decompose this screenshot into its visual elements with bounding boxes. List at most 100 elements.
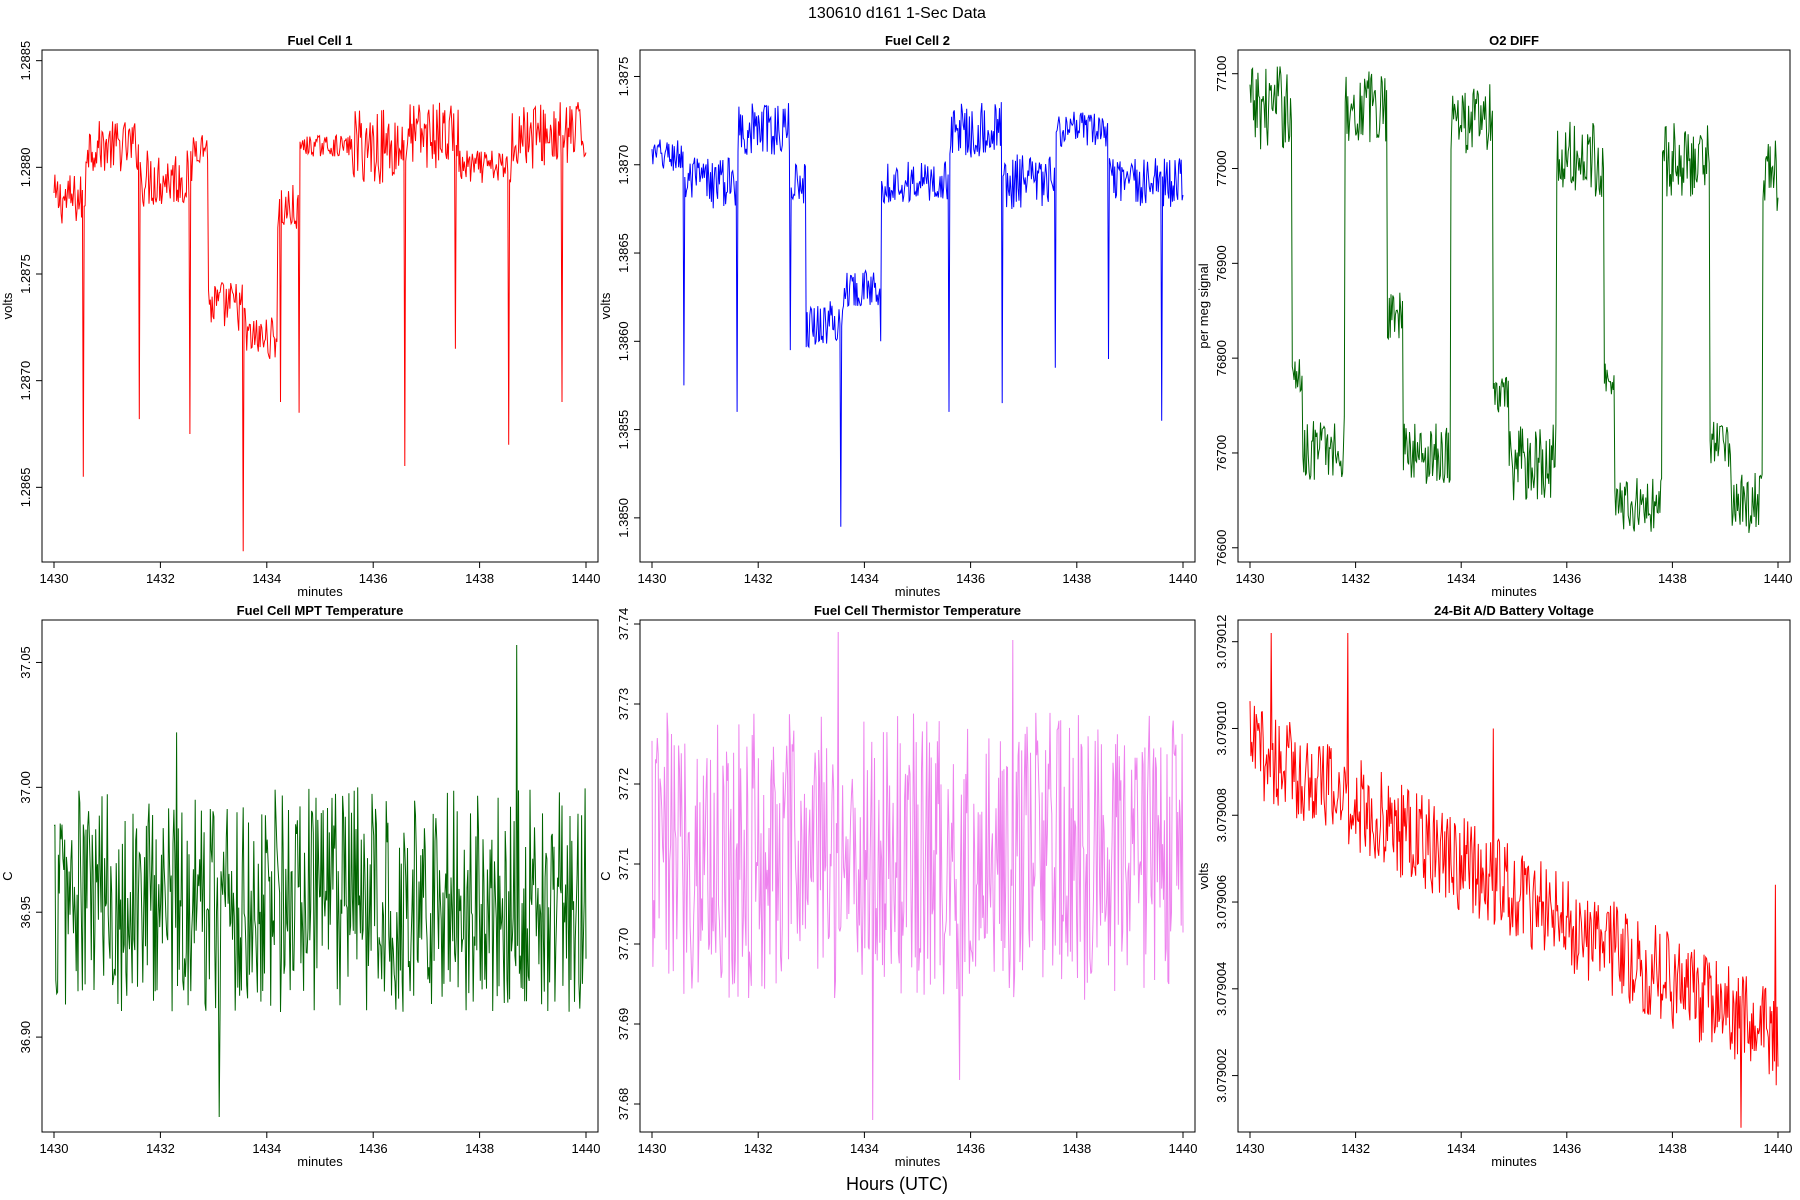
chart-title: Fuel Cell Thermistor Temperature <box>814 603 1021 618</box>
x-tick-label: 1440 <box>1764 1141 1793 1156</box>
x-tick-label: 1436 <box>359 571 388 586</box>
x-tick-label: 1436 <box>956 571 985 586</box>
y-tick-label: 1.3860 <box>616 321 631 361</box>
y-tick-label: 37.70 <box>616 928 631 961</box>
x-axis-label: minutes <box>297 1154 343 1169</box>
plot-frame <box>639 49 1196 563</box>
x-tick-label: 1438 <box>1658 1141 1687 1156</box>
x-tick-label: 1430 <box>40 571 69 586</box>
y-tick-label: 1.2885 <box>18 41 33 81</box>
y-tick-label: 37.74 <box>616 608 631 641</box>
y-tick-label: 76600 <box>1214 530 1229 566</box>
x-tick-label: 1436 <box>359 1141 388 1156</box>
y-axis-label: C <box>0 871 15 880</box>
x-tick-label: 1440 <box>1169 1141 1198 1156</box>
series-line <box>1249 632 1779 1128</box>
y-axis-label: volts <box>598 292 613 319</box>
x-tick-label: 1434 <box>252 571 281 586</box>
x-tick-label: 1436 <box>956 1141 985 1156</box>
series-line <box>1249 66 1779 533</box>
y-tick-label: 77100 <box>1214 56 1229 92</box>
y-tick-label: 37.05 <box>18 646 33 679</box>
x-axis-label: minutes <box>297 584 343 599</box>
y-tick-label: 37.69 <box>616 1008 631 1041</box>
x-tick-label: 1440 <box>1764 571 1793 586</box>
y-tick-label: 76900 <box>1214 245 1229 281</box>
figure-x-label: Hours (UTC) <box>846 1174 948 1194</box>
y-axis-label: per meg signal <box>1196 263 1211 348</box>
x-tick-label: 1440 <box>572 1141 601 1156</box>
x-tick-label: 1430 <box>1236 1141 1265 1156</box>
x-axis-label: minutes <box>1491 584 1537 599</box>
figure-title: 130610 d161 1-Sec Data <box>808 5 986 22</box>
y-tick-label: 1.3850 <box>616 498 631 538</box>
x-tick-label: 1430 <box>1236 571 1265 586</box>
y-tick-label: 37.71 <box>616 848 631 881</box>
y-axis-label: C <box>598 871 613 880</box>
x-tick-label: 1434 <box>1447 1141 1476 1156</box>
chart-title: Fuel Cell MPT Temperature <box>237 603 404 618</box>
x-tick-label: 1438 <box>1062 1141 1091 1156</box>
x-tick-label: 1434 <box>252 1141 281 1156</box>
x-axis-label: minutes <box>895 584 941 599</box>
x-tick-label: 1432 <box>1341 1141 1370 1156</box>
y-tick-label: 1.2880 <box>18 147 33 187</box>
y-tick-label: 1.3875 <box>616 57 631 97</box>
y-tick-label: 1.2875 <box>18 254 33 294</box>
x-tick-label: 1438 <box>465 571 494 586</box>
series-line <box>53 644 587 1118</box>
chart-panel-6: 24-Bit A/D Battery Voltage 1430 1432 1434 14… <box>1196 603 1792 1169</box>
y-tick-label: 36.95 <box>18 896 33 929</box>
chart-panel-3: O2 DIFF 1430 1432 1434 1436 1438 1440 minutes 76… <box>1196 33 1792 599</box>
x-tick-label: 1432 <box>146 1141 175 1156</box>
y-tick-label: 1.2870 <box>18 361 33 401</box>
x-tick-label: 1434 <box>850 571 879 586</box>
x-tick-label: 1432 <box>744 571 773 586</box>
y-tick-label: 3.079004 <box>1214 962 1229 1016</box>
y-tick-label: 37.73 <box>616 688 631 721</box>
x-tick-label: 1432 <box>146 571 175 586</box>
x-tick-label: 1440 <box>1169 571 1198 586</box>
y-tick-label: 37.68 <box>616 1088 631 1121</box>
x-tick-label: 1438 <box>1062 571 1091 586</box>
x-tick-label: 1434 <box>1447 571 1476 586</box>
y-axis-label: volts <box>0 292 15 319</box>
x-axis-label: minutes <box>1491 1154 1537 1169</box>
chart-title: O2 DIFF <box>1489 33 1539 48</box>
x-tick-label: 1430 <box>638 571 667 586</box>
x-tick-label: 1430 <box>638 1141 667 1156</box>
series-line <box>651 102 1184 527</box>
chart-panel-5: Fuel Cell Thermistor Temperature 1430 1432… <box>598 603 1197 1169</box>
chart-panel-1: Fuel Cell 1 1430 1432 1434 1436 1438 1440 minut… <box>0 33 600 599</box>
series-line <box>651 631 1184 1121</box>
x-tick-label: 1432 <box>1341 571 1370 586</box>
y-tick-label: 1.3855 <box>616 410 631 450</box>
series-line <box>53 102 587 552</box>
x-tick-label: 1438 <box>465 1141 494 1156</box>
y-tick-label: 3.079006 <box>1214 875 1229 929</box>
y-tick-label: 1.3870 <box>616 145 631 185</box>
y-tick-label: 3.079010 <box>1214 701 1229 755</box>
chart-title: 24-Bit A/D Battery Voltage <box>1434 603 1594 618</box>
y-tick-label: 37.72 <box>616 768 631 801</box>
y-axis-label: volts <box>1196 862 1211 889</box>
y-tick-label: 76700 <box>1214 435 1229 471</box>
chart-panel-2: Fuel Cell 2 1430 1432 1434 1436 1438 1440 minut… <box>598 33 1197 599</box>
chart-panel-4: Fuel Cell MPT Temperature 1430 1432 1434 143… <box>0 603 600 1169</box>
x-tick-label: 1440 <box>572 571 601 586</box>
x-tick-label: 1436 <box>1552 1141 1581 1156</box>
y-tick-label: 37.00 <box>18 771 33 804</box>
y-tick-label: 3.079012 <box>1214 615 1229 669</box>
y-tick-label: 1.3865 <box>616 233 631 273</box>
chart-title: Fuel Cell 2 <box>885 33 950 48</box>
x-tick-label: 1436 <box>1552 571 1581 586</box>
x-axis-label: minutes <box>895 1154 941 1169</box>
x-tick-label: 1438 <box>1658 571 1687 586</box>
x-tick-label: 1432 <box>744 1141 773 1156</box>
x-tick-label: 1430 <box>40 1141 69 1156</box>
y-tick-label: 3.079008 <box>1214 788 1229 842</box>
y-tick-label: 1.2865 <box>18 467 33 507</box>
y-tick-label: 76800 <box>1214 340 1229 376</box>
x-tick-label: 1434 <box>850 1141 879 1156</box>
